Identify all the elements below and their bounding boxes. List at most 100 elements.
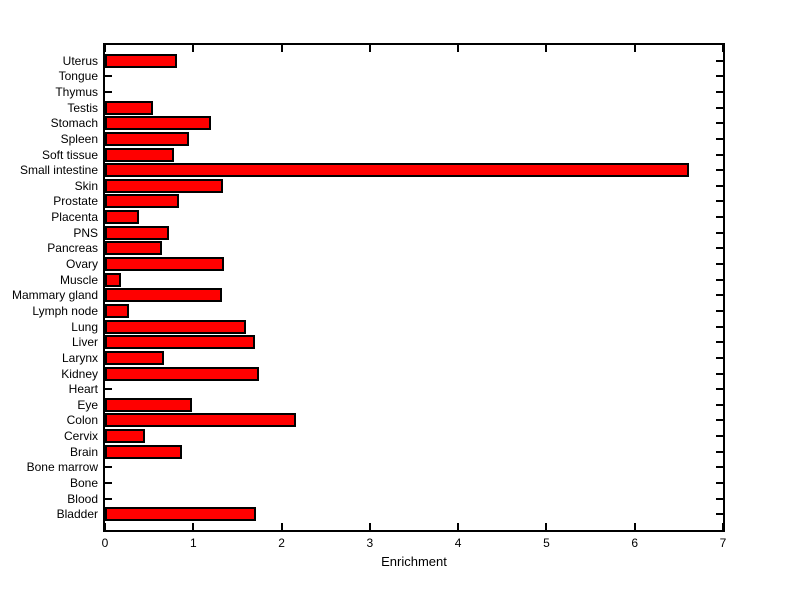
y-tick-label-ovary: Ovary [65, 257, 98, 272]
y-tick-label-larynx: Larynx [61, 350, 98, 365]
y-tick-mark [716, 435, 723, 438]
y-tick-mark [716, 169, 723, 172]
y-tick-label-muscle: Muscle [59, 272, 98, 287]
bar-cervix [105, 429, 145, 444]
x-tick-label-0: 0 [101, 536, 109, 550]
y-tick-label-blood: Blood [67, 491, 98, 506]
x-tick-mark [280, 45, 283, 52]
y-tick-mark [105, 75, 112, 78]
x-axis-title: Enrichment [381, 554, 447, 569]
y-tick-label-liver: Liver [71, 335, 98, 350]
y-tick-label-lymph-node: Lymph node [32, 303, 98, 318]
x-tick-mark [104, 523, 106, 530]
y-tick-mark [716, 403, 723, 406]
bar-eye [105, 397, 193, 412]
bar-lymph-node [105, 303, 129, 318]
y-tick-mark [716, 59, 723, 62]
y-tick-mark [716, 513, 723, 516]
y-tick-mark [716, 278, 723, 281]
bar-small-intestine [105, 163, 689, 178]
y-tick-mark [716, 216, 723, 219]
y-tick-label-mammary-gland: Mammary gland [11, 288, 98, 303]
y-tick-label-kidney: Kidney [61, 366, 98, 381]
y-tick-mark [716, 341, 723, 344]
bar-soft-tissue [105, 147, 174, 162]
y-tick-mark [716, 247, 723, 250]
y-tick-mark [716, 388, 723, 391]
y-tick-mark [716, 200, 723, 203]
y-tick-mark [716, 75, 723, 78]
plot-area [103, 43, 725, 532]
y-tick-label-testis: Testis [67, 100, 98, 115]
bar-stomach [105, 116, 211, 131]
y-tick-mark [716, 231, 723, 234]
y-tick-mark [716, 482, 723, 485]
bar-pancreas [105, 241, 163, 256]
bar-kidney [105, 366, 259, 381]
y-tick-mark [716, 122, 723, 125]
y-tick-label-small-intestine: Small intestine [19, 163, 98, 178]
bar-uterus [105, 53, 177, 68]
x-tick-mark [545, 523, 548, 530]
y-tick-mark [716, 90, 723, 93]
bar-bladder [105, 507, 256, 522]
y-tick-label-eye: Eye [77, 397, 98, 412]
y-tick-label-prostate: Prostate [53, 194, 98, 209]
y-tick-label-brain: Brain [69, 444, 98, 459]
y-tick-mark [716, 419, 723, 422]
y-tick-mark [105, 388, 112, 391]
bar-colon [105, 413, 296, 428]
y-tick-mark [716, 497, 723, 500]
bar-larynx [105, 350, 165, 365]
y-tick-mark [716, 184, 723, 187]
x-tick-mark [104, 45, 106, 52]
x-tick-mark [457, 523, 460, 530]
y-tick-mark [716, 263, 723, 266]
y-tick-mark [105, 466, 112, 469]
x-tick-mark [192, 45, 195, 52]
x-tick-label-7: 7 [719, 536, 727, 550]
y-tick-label-skin: Skin [74, 178, 98, 193]
y-tick-label-bone: Bone [69, 476, 98, 491]
y-tick-mark [716, 372, 723, 375]
x-tick-mark [192, 523, 195, 530]
bar-ovary [105, 257, 225, 272]
bar-prostate [105, 194, 180, 209]
x-tick-label-5: 5 [543, 536, 550, 550]
y-tick-label-lung: Lung [71, 319, 98, 334]
y-tick-label-tongue: Tongue [58, 69, 98, 84]
x-tick-mark [722, 45, 724, 52]
y-tick-mark [716, 450, 723, 453]
bar-testis [105, 100, 153, 115]
bar-placenta [105, 210, 139, 225]
x-tick-mark [633, 45, 636, 52]
x-tick-label-2: 2 [278, 536, 285, 550]
y-tick-mark [716, 325, 723, 328]
y-tick-label-pancreas: Pancreas [47, 241, 98, 256]
bar-mammary-gland [105, 288, 223, 303]
y-tick-mark [716, 356, 723, 359]
bar-lung [105, 319, 247, 334]
y-tick-label-soft-tissue: Soft tissue [41, 147, 98, 162]
y-tick-mark [105, 497, 112, 500]
y-tick-label-bladder: Bladder [56, 507, 98, 522]
y-tick-mark [716, 137, 723, 140]
x-tick-mark [368, 45, 371, 52]
x-tick-mark [633, 523, 636, 530]
y-tick-mark [716, 466, 723, 469]
x-tick-mark [457, 45, 460, 52]
bar-spleen [105, 131, 189, 146]
y-tick-label-thymus: Thymus [55, 84, 98, 99]
y-tick-label-placenta: Placenta [51, 210, 98, 225]
x-tick-mark [280, 523, 283, 530]
x-tick-label-1: 1 [189, 536, 197, 550]
x-tick-label-4: 4 [454, 536, 462, 550]
x-tick-mark [368, 523, 371, 530]
y-tick-label-stomach: Stomach [50, 116, 98, 131]
bar-liver [105, 335, 256, 350]
y-tick-mark [716, 106, 723, 109]
bar-brain [105, 444, 182, 459]
y-tick-label-bone-marrow: Bone marrow [26, 460, 98, 475]
x-tick-mark [722, 523, 724, 530]
